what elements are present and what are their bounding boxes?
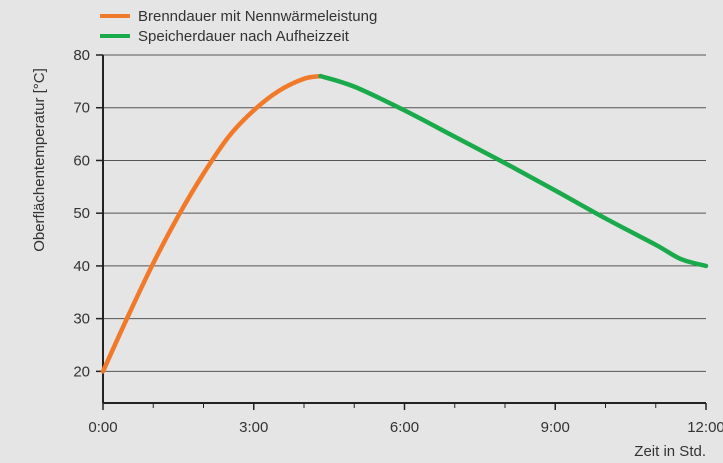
x-tick-label: 9:00 [541, 419, 570, 436]
legend: Brenndauer mit Nennwärmeleistung Speicher… [100, 8, 377, 45]
y-tick-label: 20 [73, 363, 90, 380]
x-tick-label: 12:00 [687, 419, 723, 436]
series-line-2 [318, 73, 709, 269]
x-axis-title: Zeit in Std. [634, 443, 706, 460]
series-line-1 [100, 73, 323, 374]
y-axis-title: Oberflächentemperatur [°C] [31, 68, 48, 252]
series-lines [100, 73, 709, 374]
y-tick-label: 70 [73, 100, 90, 117]
axes [102, 55, 706, 404]
y-tick-label: 80 [73, 47, 90, 64]
x-tick-label: 0:00 [88, 419, 117, 436]
y-tick-label: 30 [73, 311, 90, 328]
x-tick-label: 6:00 [390, 419, 419, 436]
x-tick-label: 3:00 [239, 419, 268, 436]
y-tick-label: 50 [73, 205, 90, 222]
y-tick-label: 60 [73, 152, 90, 169]
x-tick-labels: 0:00 3:00 6:00 9:00 12:00 [88, 419, 723, 436]
y-tick-labels: 20 30 40 50 60 70 80 [73, 47, 90, 380]
grid-lines [96, 54, 707, 410]
legend-label-2: Speicherdauer nach Aufheizzeit [138, 28, 350, 45]
legend-label-1: Brenndauer mit Nennwärmeleistung [138, 8, 377, 25]
y-tick-label: 40 [73, 258, 90, 275]
